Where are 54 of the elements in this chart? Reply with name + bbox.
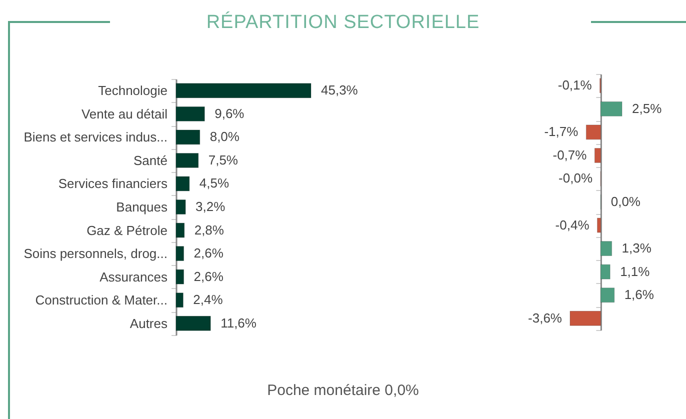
- data-label: -0,4%: [555, 217, 590, 232]
- data-label: -1,7%: [544, 124, 579, 140]
- data-label: -0,7%: [552, 147, 588, 162]
- data-label: 3,2%: [196, 199, 226, 214]
- bar: [600, 264, 610, 280]
- data-label: 1,6%: [624, 287, 654, 302]
- text: Poche monétaire 0,0%: [266, 382, 420, 399]
- data-label: 45,3%: [321, 82, 358, 98]
- bar: [586, 124, 601, 140]
- bar: [176, 246, 184, 262]
- y-tick-label: Autres: [130, 316, 168, 331]
- bar: [176, 292, 184, 308]
- bar: [594, 148, 601, 163]
- bar: [176, 106, 205, 122]
- y-tick-label: Assurances: [100, 269, 168, 284]
- y-tick-label: Soins personnels, drog...: [24, 246, 168, 262]
- data-label: 2,6%: [194, 268, 224, 284]
- data-label: 9,6%: [214, 106, 245, 121]
- bar: [176, 83, 312, 98]
- data-label: 2,6%: [194, 246, 224, 261]
- data-label: 2,4%: [193, 292, 224, 308]
- data-label: -0,1%: [558, 78, 592, 93]
- data-label: 2,5%: [632, 100, 662, 116]
- bar: [176, 176, 190, 192]
- data-label: 0,0%: [610, 194, 641, 209]
- y-tick-label: Banques: [116, 200, 168, 214]
- bar: [176, 199, 186, 215]
- chart-title: RÉPARTITION SECTORIELLE: [205, 12, 481, 34]
- bar: [176, 130, 200, 145]
- y-tick-label: Construction & Mater...: [35, 292, 168, 308]
- data-label: 1,3%: [622, 240, 652, 256]
- y-tick-label: Technologie: [98, 83, 168, 98]
- data-label: 11,6%: [220, 315, 257, 330]
- data-label: 2,8%: [194, 222, 224, 238]
- bar: [600, 241, 612, 256]
- bar: [600, 101, 622, 116]
- bar: [600, 288, 615, 303]
- bar: [176, 269, 184, 284]
- y-tick-label: Services financiers: [58, 176, 168, 192]
- bar: [570, 310, 601, 326]
- bar: [596, 218, 601, 233]
- data-label: -3,6%: [528, 310, 562, 326]
- y-tick-label: Vente au détail: [81, 106, 168, 122]
- data-label: 8,0%: [210, 129, 240, 144]
- y-tick-label: Santé: [134, 152, 168, 168]
- data-label: -0,0%: [558, 170, 593, 186]
- bar: [176, 222, 185, 238]
- bar: [176, 152, 199, 168]
- y-tick-label: Biens et services indus...: [24, 130, 168, 145]
- data-label: 4,5%: [199, 176, 230, 191]
- y-tick-label: Gaz & Pétrole: [86, 222, 168, 238]
- data-label: 7,5%: [208, 152, 238, 168]
- bar: [176, 316, 211, 331]
- data-label: 1,1%: [620, 264, 650, 279]
